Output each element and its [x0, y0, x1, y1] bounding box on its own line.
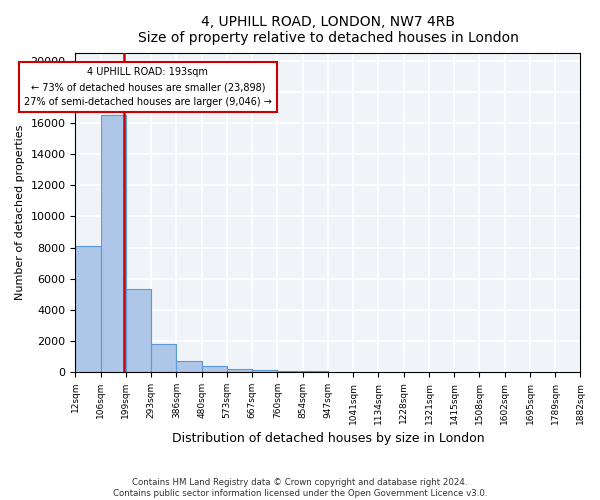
Bar — [76, 246, 101, 372]
Bar — [227, 368, 253, 372]
X-axis label: Distribution of detached houses by size in London: Distribution of detached houses by size … — [172, 432, 484, 445]
Bar — [126, 290, 151, 372]
Bar — [277, 371, 303, 372]
Text: Contains HM Land Registry data © Crown copyright and database right 2024.
Contai: Contains HM Land Registry data © Crown c… — [113, 478, 487, 498]
Text: 4 UPHILL ROAD: 193sqm
← 73% of detached houses are smaller (23,898)
27% of semi-: 4 UPHILL ROAD: 193sqm ← 73% of detached … — [24, 68, 272, 107]
Bar — [101, 116, 126, 372]
Bar — [253, 370, 277, 372]
Bar — [176, 361, 202, 372]
Bar — [202, 366, 227, 372]
Title: 4, UPHILL ROAD, LONDON, NW7 4RB
Size of property relative to detached houses in : 4, UPHILL ROAD, LONDON, NW7 4RB Size of … — [137, 15, 518, 45]
Bar — [151, 344, 176, 372]
Y-axis label: Number of detached properties: Number of detached properties — [15, 125, 25, 300]
